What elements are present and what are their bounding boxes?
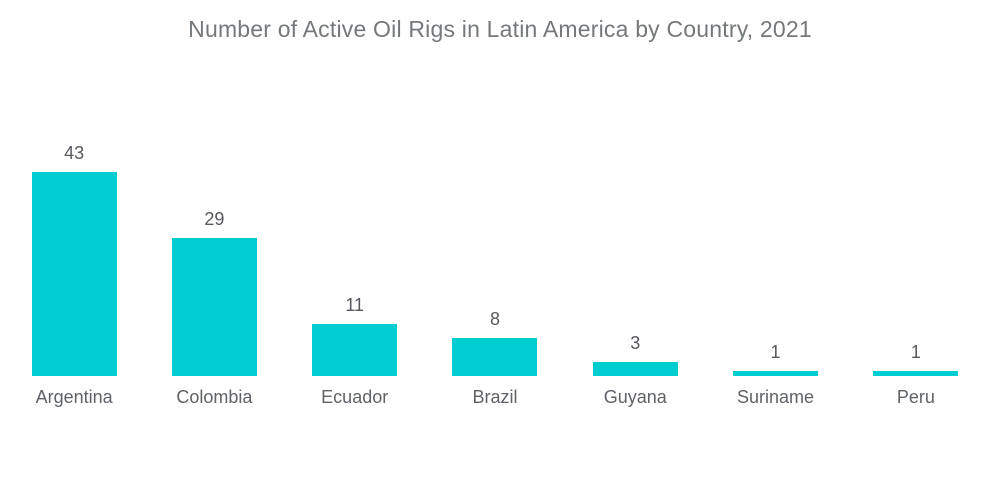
bar-group-colombia: 29 Colombia (144, 130, 284, 408)
bar-group-peru: 1 Peru (846, 130, 986, 408)
category-label: Guyana (603, 387, 667, 407)
bar-group-argentina: 43 Argentina (4, 130, 144, 408)
bar-guyana (592, 362, 678, 376)
value-label: 29 (204, 209, 225, 229)
category-label: Brazil (472, 387, 518, 407)
value-label: 11 (345, 295, 365, 315)
bar-group-suriname: 1 Suriname (705, 130, 845, 408)
value-label: 43 (64, 143, 85, 163)
category-label: Colombia (176, 387, 253, 407)
value-label: 1 (910, 342, 921, 362)
bar-suriname (733, 371, 819, 376)
bar-ecuador (312, 324, 398, 376)
value-label: 8 (489, 309, 500, 329)
category-label: Ecuador (321, 387, 389, 407)
chart-title: Number of Active Oil Rigs in Latin Ameri… (188, 16, 812, 42)
bar-group-ecuador: 11 Ecuador (285, 130, 425, 408)
category-label: Argentina (35, 387, 113, 407)
value-label: 3 (630, 333, 641, 353)
bar-group-guyana: 3 Guyana (565, 130, 705, 408)
category-label: Suriname (737, 387, 815, 407)
bar-peru (873, 371, 959, 376)
bar-group-brazil: 8 Brazil (425, 130, 565, 408)
category-label: Peru (896, 387, 935, 407)
bar-argentina (31, 172, 117, 376)
bar-colombia (171, 238, 257, 376)
bar-brazil (452, 338, 538, 376)
value-label: 1 (770, 342, 781, 362)
plot-area: 43 Argentina 29 Colombia 11 Ecuador 8 (4, 130, 986, 408)
